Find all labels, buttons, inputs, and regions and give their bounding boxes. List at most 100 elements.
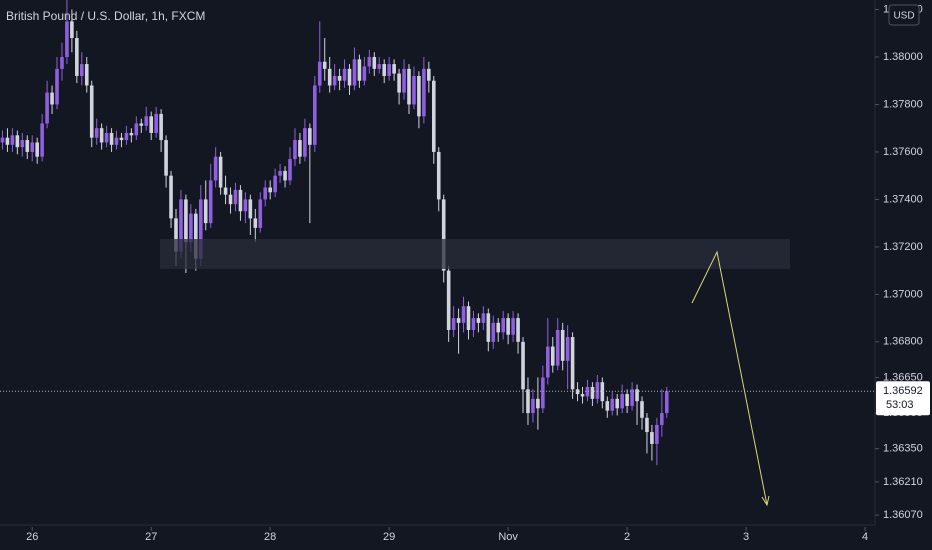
candle-body bbox=[461, 306, 466, 323]
candle-body bbox=[660, 413, 664, 425]
candle-body bbox=[194, 213, 198, 259]
candle-body bbox=[35, 142, 39, 157]
candle-body bbox=[198, 199, 203, 259]
candle-body bbox=[486, 313, 491, 342]
candle-body bbox=[233, 189, 238, 205]
candle-body bbox=[208, 180, 213, 224]
candle-body bbox=[273, 175, 277, 193]
y-tick-label: 1.36070 bbox=[883, 509, 923, 521]
candle-body bbox=[248, 199, 253, 219]
candle-body bbox=[223, 187, 228, 195]
y-tick-label: 1.37600 bbox=[883, 146, 923, 158]
candle-body bbox=[89, 85, 94, 138]
candle-body bbox=[521, 341, 525, 390]
candle-body bbox=[213, 156, 218, 181]
candle-body bbox=[169, 175, 173, 219]
candle-body bbox=[625, 394, 629, 406]
candle-body bbox=[471, 318, 476, 330]
candle-body bbox=[189, 213, 193, 243]
candle-body bbox=[655, 424, 659, 444]
candle-body bbox=[412, 75, 416, 105]
candle-body bbox=[422, 68, 426, 117]
candle-body bbox=[377, 64, 382, 69]
candle-body bbox=[526, 389, 530, 414]
candle-body bbox=[50, 92, 54, 105]
candle-body bbox=[55, 68, 59, 105]
candle-body bbox=[288, 159, 292, 181]
candle-body bbox=[546, 346, 550, 378]
candle-body bbox=[402, 68, 406, 93]
y-tick-label: 1.37000 bbox=[883, 288, 923, 300]
chart-title: British Pound / U.S. Dollar, 1h, FXCM bbox=[6, 9, 205, 23]
candle-body bbox=[293, 140, 297, 160]
x-tick-label: Nov bbox=[498, 531, 518, 543]
candle-body bbox=[99, 128, 104, 143]
candle-body bbox=[129, 132, 134, 136]
candle-body bbox=[536, 398, 540, 409]
candle-body bbox=[372, 56, 377, 69]
candle-body bbox=[317, 61, 322, 86]
candle-body bbox=[119, 137, 124, 141]
candle-body bbox=[417, 75, 421, 117]
candle-body bbox=[203, 199, 208, 224]
y-tick-label: 1.37400 bbox=[883, 193, 923, 205]
candle-body bbox=[258, 199, 263, 228]
candle-body bbox=[585, 386, 590, 397]
candle-body bbox=[84, 64, 89, 86]
candle-body bbox=[109, 132, 114, 145]
candle-body bbox=[253, 218, 258, 228]
candle-body bbox=[20, 140, 25, 148]
candle-body bbox=[342, 68, 347, 81]
candle-body bbox=[283, 170, 287, 181]
candle-body bbox=[570, 337, 575, 390]
candle-body bbox=[218, 156, 223, 188]
candle-body bbox=[550, 346, 555, 366]
candle-body bbox=[446, 270, 451, 330]
candle-body bbox=[308, 128, 312, 145]
last-price-box bbox=[876, 381, 930, 416]
candle-body bbox=[436, 151, 441, 200]
candle-body bbox=[466, 306, 471, 330]
candle-body bbox=[124, 132, 129, 141]
candle-body bbox=[451, 318, 456, 330]
candle-body bbox=[15, 135, 20, 148]
candle-body bbox=[387, 64, 391, 76]
candle-body bbox=[75, 37, 79, 76]
candle-body bbox=[635, 389, 639, 402]
candle-body bbox=[531, 398, 535, 414]
candle-body bbox=[407, 68, 411, 105]
candle-body bbox=[640, 401, 644, 418]
candle-body bbox=[590, 386, 595, 399]
currency-box[interactable] bbox=[888, 4, 920, 26]
candle-body bbox=[392, 64, 396, 74]
candle-body bbox=[322, 61, 327, 69]
x-tick-label: 29 bbox=[383, 531, 395, 543]
currency[interactable]: USD bbox=[893, 11, 914, 22]
candle-body bbox=[228, 194, 233, 205]
candle-body bbox=[179, 199, 183, 252]
candle-body bbox=[427, 68, 431, 81]
y-tick-label: 1.38000 bbox=[883, 51, 923, 63]
last-price-label: 1.36592 bbox=[883, 385, 923, 397]
candle-body bbox=[134, 123, 139, 136]
candle-body bbox=[243, 199, 248, 212]
candle-body bbox=[184, 199, 188, 243]
candle-body bbox=[615, 398, 620, 409]
candle-body bbox=[650, 432, 654, 444]
candle-body bbox=[476, 318, 481, 323]
y-tick-label: 1.36210 bbox=[883, 476, 923, 488]
candle-body bbox=[555, 329, 560, 366]
x-tick-label: 26 bbox=[26, 531, 38, 543]
y-tick-label: 1.36800 bbox=[883, 336, 923, 348]
candle-body bbox=[278, 170, 282, 176]
candle-body bbox=[114, 137, 119, 145]
candle-body bbox=[149, 116, 154, 133]
candle-body bbox=[154, 113, 158, 133]
y-tick-label: 1.37800 bbox=[883, 98, 923, 110]
candle-body bbox=[79, 64, 84, 76]
candle-body bbox=[94, 128, 99, 138]
candle-body bbox=[610, 398, 615, 411]
candle-body bbox=[565, 337, 570, 361]
candle-body bbox=[104, 132, 109, 143]
